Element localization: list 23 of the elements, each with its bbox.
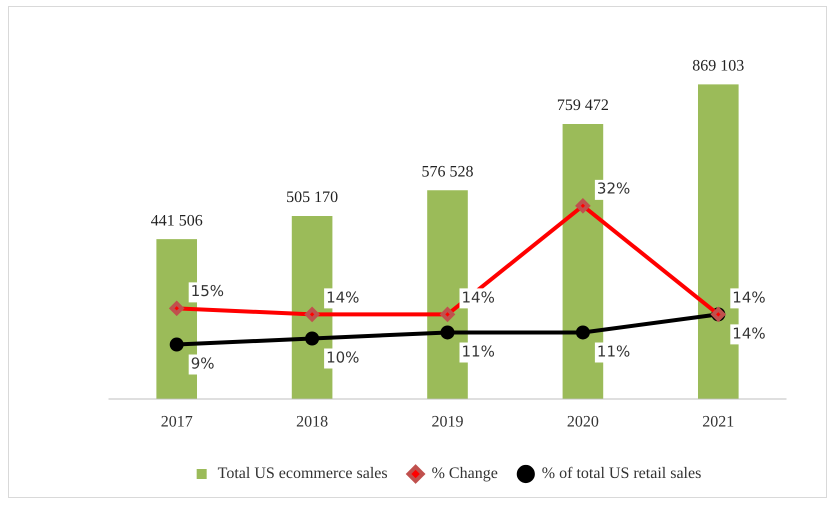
data-label: 14% (732, 324, 766, 342)
data-label: 11% (462, 342, 495, 360)
data-label: 10% (326, 348, 360, 366)
x-tick-label: 2017 (160, 414, 193, 431)
data-label: 869 103 (692, 58, 744, 75)
data-label: 14% (326, 288, 360, 306)
data-label: 505 170 (286, 189, 338, 206)
x-tick-label: 2018 (296, 414, 328, 431)
data-label: 759 472 (556, 97, 609, 114)
x-tick-label: 2019 (432, 414, 464, 431)
legend-label: Total US ecommerce sales (218, 465, 388, 482)
x-tick-label: 2021 (702, 414, 734, 431)
data-label: 9% (190, 354, 214, 372)
data-label: 11% (596, 342, 630, 360)
data-label: 576 528 (422, 163, 474, 180)
data-label: 441 506 (150, 212, 203, 230)
data-label: 14% (462, 288, 495, 306)
legend-label: % Change (432, 465, 498, 482)
x-tick-label: 2020 (566, 414, 599, 431)
data-label: 32% (596, 180, 630, 198)
data-label: 15% (190, 282, 224, 300)
data-label: 14% (732, 288, 766, 306)
legend-label: % of total US retail sales (542, 465, 702, 482)
